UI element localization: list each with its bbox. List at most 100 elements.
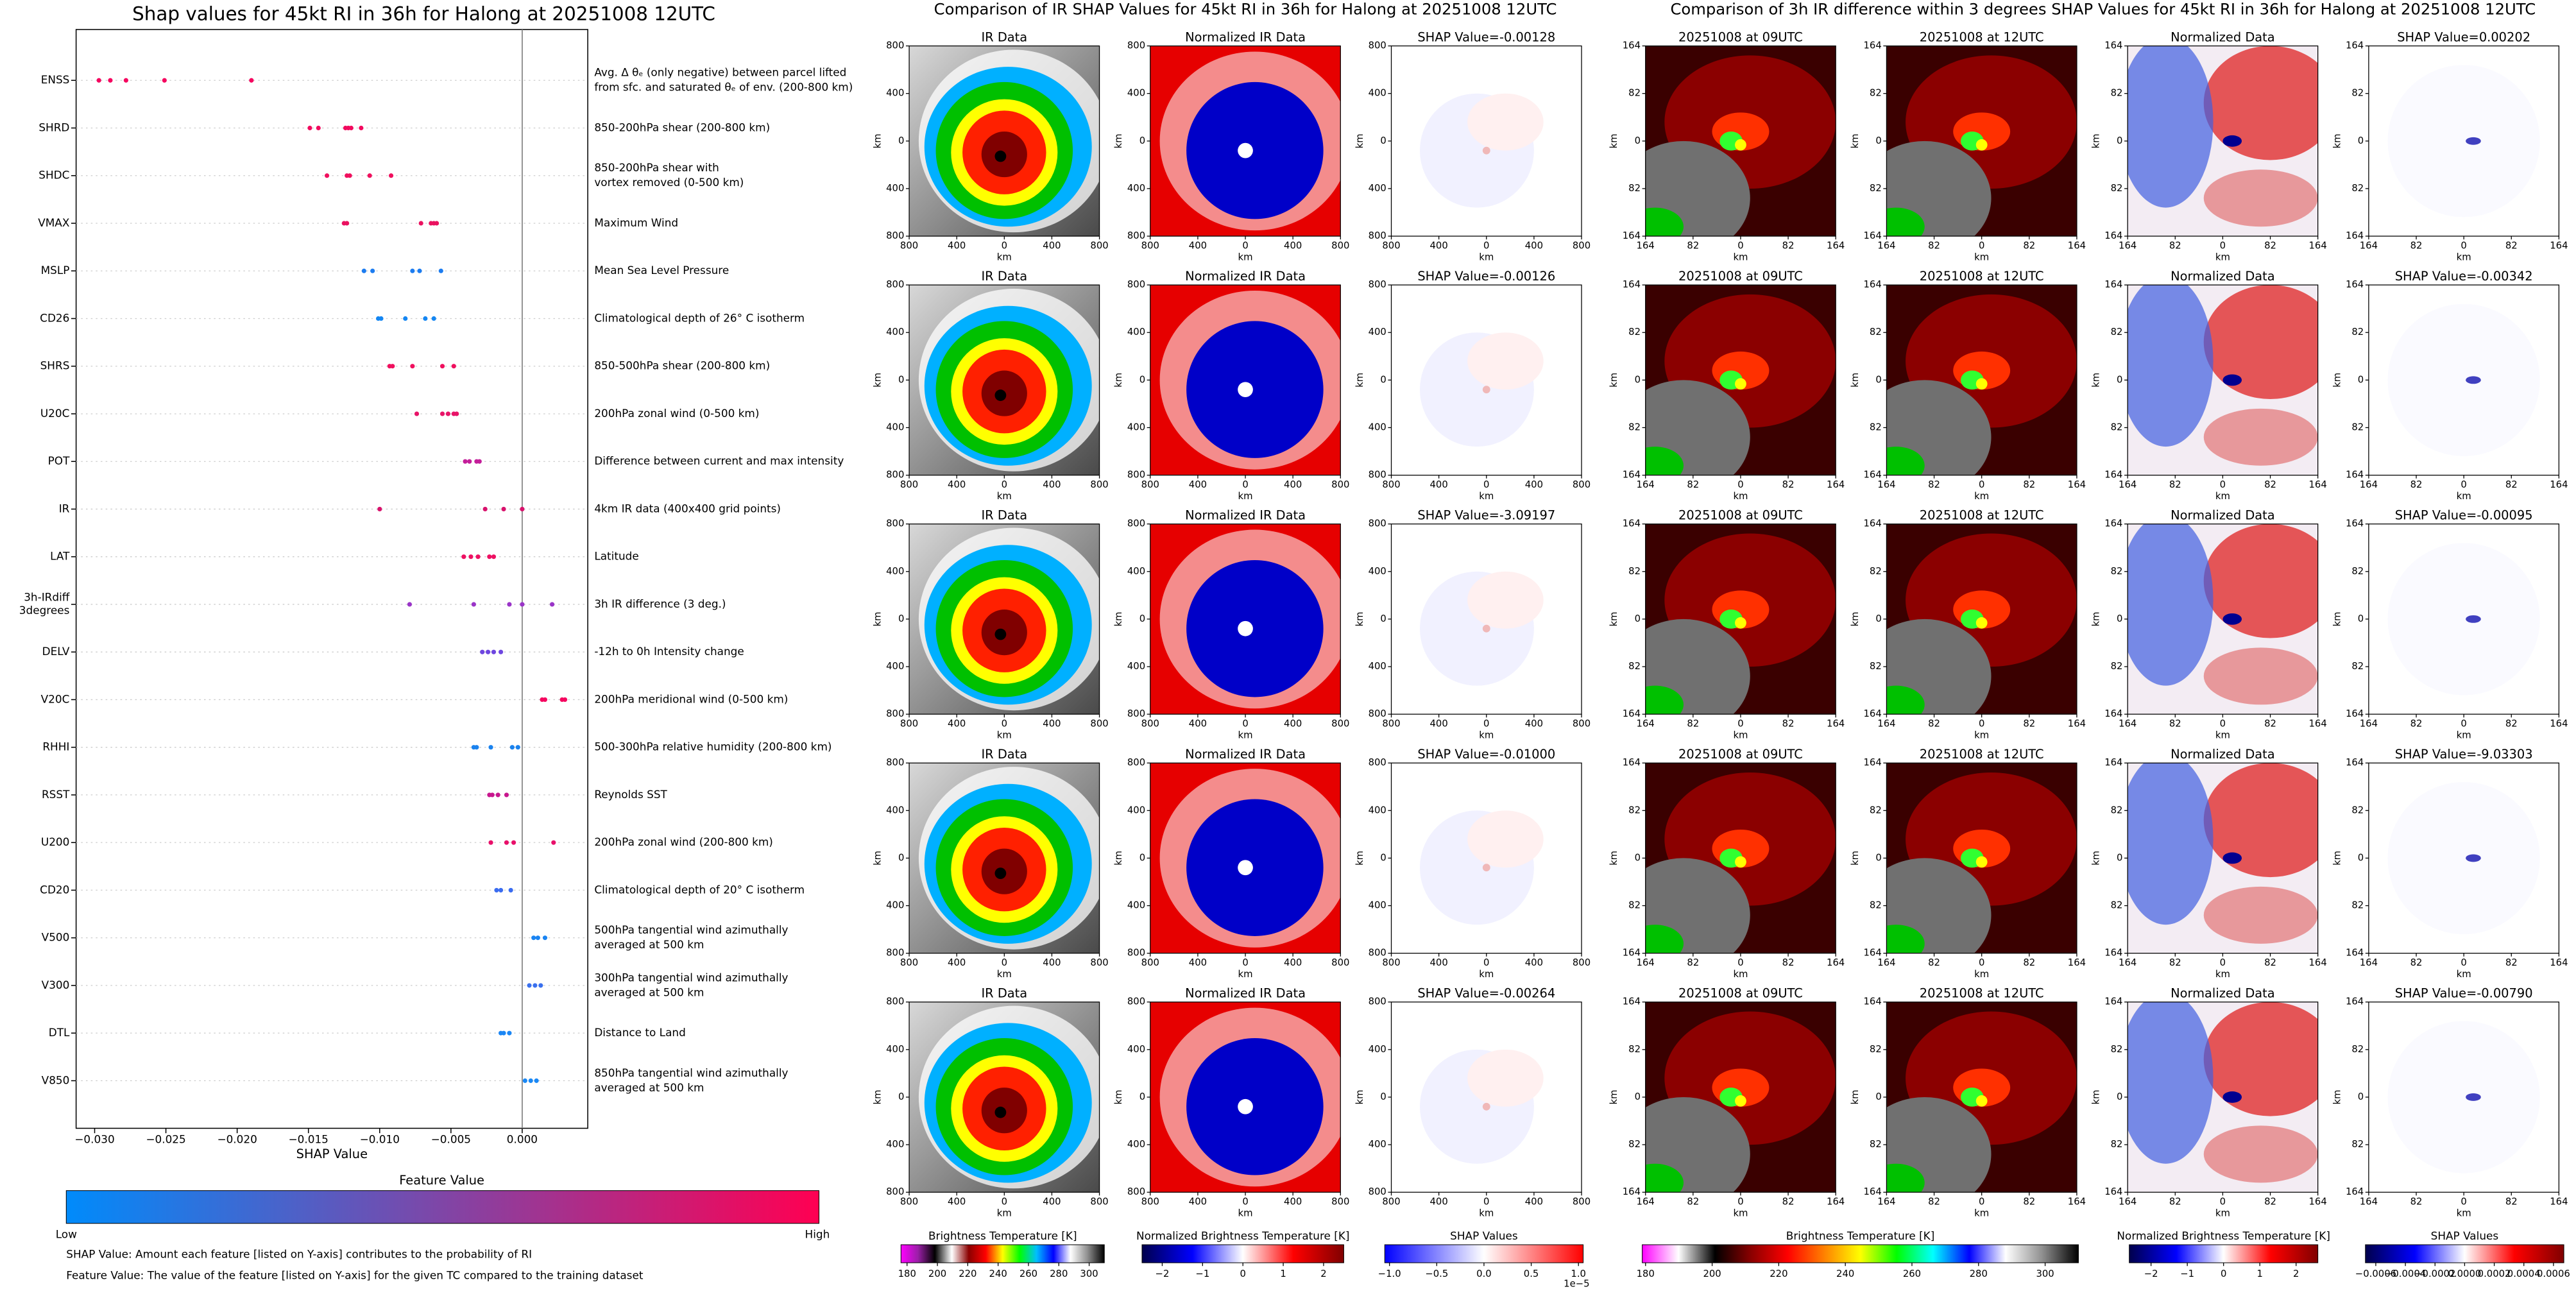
x-tick-label: 82 <box>2505 718 2518 729</box>
y-tick-label: 82 <box>2111 422 2123 432</box>
y-tick-label: 82 <box>1870 805 1882 815</box>
y-tick-label: 82 <box>2351 566 2364 577</box>
x-tick-label: 400 <box>1043 479 1061 490</box>
y-tick-label: 0 <box>1380 613 1386 624</box>
x-tick-label: 0 <box>1483 240 1489 251</box>
x-tick-label: 0 <box>1002 957 1007 968</box>
image-feature <box>1735 856 1746 868</box>
colorbar-tick-label: 180 <box>1637 1268 1655 1279</box>
shap-point <box>463 459 468 464</box>
y-tick-label: 82 <box>2351 661 2364 672</box>
shap-point <box>490 792 495 798</box>
image-panel <box>1645 763 1836 953</box>
y-tick-label: 164 <box>2104 1186 2122 1197</box>
y-tick-label: 800 <box>1369 1186 1386 1197</box>
colorbar-tick-label: 220 <box>959 1268 977 1279</box>
shap-point <box>410 268 415 273</box>
x-tick-label: 82 <box>2264 718 2276 729</box>
image-feature <box>2128 46 2213 208</box>
image-feature <box>1645 1163 1684 1193</box>
image-feature <box>1186 799 1324 936</box>
image-feature <box>2387 781 2540 935</box>
shap-point <box>507 602 512 607</box>
y-axis-label: km <box>1608 133 1619 148</box>
x-tick-label: 800 <box>1382 240 1400 251</box>
x-tick-label: 0 <box>1002 240 1007 251</box>
x-tick-label: 82 <box>1782 957 1795 968</box>
x-axis-label: km <box>1479 1208 1494 1218</box>
x-tick-label: 400 <box>948 240 966 251</box>
y-tick-label: 164 <box>1623 948 1641 959</box>
image-feature <box>2203 524 2318 638</box>
x-tick-label: 400 <box>1043 718 1061 729</box>
colorbar-tick-label: 260 <box>1019 1268 1037 1279</box>
x-axis-label: km <box>1479 730 1494 740</box>
panel-title: 20251008 at 09UTC <box>1678 269 1803 284</box>
x-tick-label: −0.005 <box>431 1132 471 1145</box>
y-tick-label: 164 <box>1623 230 1641 241</box>
x-tick-label: 82 <box>1687 718 1699 729</box>
feature-name: VMAX <box>38 216 70 229</box>
y-tick-label: 400 <box>1127 1044 1145 1055</box>
x-tick-label: 164 <box>2550 1197 2568 1208</box>
feature-name: POT <box>48 454 70 467</box>
panel-title: Normalized Data <box>2171 508 2275 522</box>
image-panel <box>1886 285 2077 475</box>
shap-point <box>562 697 568 703</box>
x-tick-label: 82 <box>1782 479 1795 490</box>
feature-description: Mean Sea Level Pressure <box>594 264 729 277</box>
shap-point <box>418 221 423 226</box>
y-tick-label: 800 <box>1127 1186 1145 1197</box>
x-axis-label: km <box>997 491 1012 502</box>
y-tick-label: 400 <box>886 1044 904 1055</box>
colorbar-tick-label: 0 <box>2221 1268 2226 1279</box>
y-axis-label: km <box>1850 611 1861 626</box>
image-feature <box>1886 685 1925 715</box>
image-feature <box>1735 378 1746 390</box>
colorbar-tick-label: −1.0 <box>1378 1268 1401 1279</box>
feature-name: V300 <box>42 978 70 991</box>
image-panel <box>1886 46 2077 237</box>
y-tick-label: 164 <box>1863 40 1881 51</box>
x-tick-label: 164 <box>2068 957 2086 968</box>
x-tick-label: 800 <box>1090 240 1108 251</box>
x-tick-label: 0 <box>1979 1197 1984 1208</box>
image-panel <box>1886 524 2077 715</box>
image-feature <box>2203 1002 2318 1116</box>
image-feature <box>1975 378 1988 390</box>
image-panel <box>1150 1002 1341 1193</box>
x-axis-label: km <box>1238 252 1253 262</box>
shap-point <box>542 697 548 703</box>
x-tick-label: 0 <box>1979 240 1984 251</box>
y-tick-label: 164 <box>2104 518 2122 529</box>
image-panel <box>1391 285 1582 475</box>
feature-name: 3h-IRdiff <box>24 591 70 604</box>
x-axis-label: km <box>1974 1208 1989 1218</box>
shap-point <box>531 935 536 941</box>
shap-point <box>508 887 513 892</box>
y-tick-label: 800 <box>886 948 904 959</box>
panel-title: Normalized IR Data <box>1185 508 1306 522</box>
shap-point <box>499 887 504 892</box>
x-tick-label: 800 <box>1090 1197 1108 1208</box>
colorbar <box>2365 1244 2564 1263</box>
x-tick-label: 0 <box>2461 718 2466 729</box>
y-tick-label: 164 <box>1623 518 1641 529</box>
y-tick-label: 82 <box>2351 900 2364 911</box>
image-feature <box>1886 925 1925 953</box>
x-tick-label: 82 <box>2264 479 2276 490</box>
image-panel <box>909 46 1100 237</box>
y-axis-label: km <box>1608 1089 1619 1104</box>
y-tick-label: 82 <box>1628 88 1641 99</box>
image-feature <box>1238 142 1253 158</box>
x-tick-label: 164 <box>2068 1197 2086 1208</box>
shap-point <box>474 745 479 750</box>
x-tick-label: 164 <box>1827 479 1845 490</box>
x-tick-label: 400 <box>1189 479 1207 490</box>
panel-title: IR Data <box>981 986 1027 1000</box>
colorbar-tick-label: −2 <box>2144 1268 2158 1279</box>
x-tick-label: 800 <box>1331 1197 1349 1208</box>
colorbar-title: SHAP Values <box>2431 1229 2499 1242</box>
x-axis-label: km <box>1974 491 1989 502</box>
